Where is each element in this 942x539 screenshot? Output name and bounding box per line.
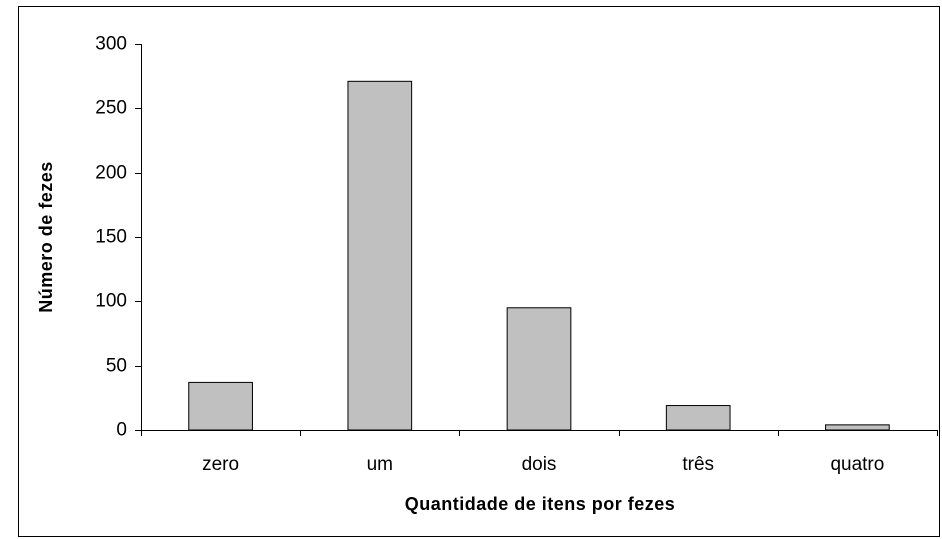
- y-tick-label: 250: [95, 98, 127, 119]
- y-tick-label: 50: [106, 356, 127, 377]
- y-tick-label: 200: [95, 163, 127, 184]
- x-tick-label: quatro: [830, 454, 884, 475]
- bar: [825, 424, 890, 431]
- bar: [665, 405, 731, 431]
- bar: [347, 80, 413, 431]
- x-tick-label: dois: [522, 454, 557, 475]
- y-tick-label: 100: [95, 291, 127, 312]
- chart-frame: [18, 6, 940, 537]
- bar: [506, 307, 572, 431]
- y-tick-label: 150: [95, 227, 127, 248]
- y-axis-title: Número de fezes: [36, 161, 56, 313]
- y-tick-label: 0: [116, 420, 127, 441]
- bar: [188, 381, 253, 431]
- x-tick-label: zero: [202, 454, 239, 475]
- y-tick-label: 300: [95, 34, 127, 55]
- x-tick-label: três: [682, 454, 714, 475]
- x-tick-label: um: [367, 454, 393, 475]
- x-axis-title: Quantidade de itens por fezes: [405, 494, 676, 514]
